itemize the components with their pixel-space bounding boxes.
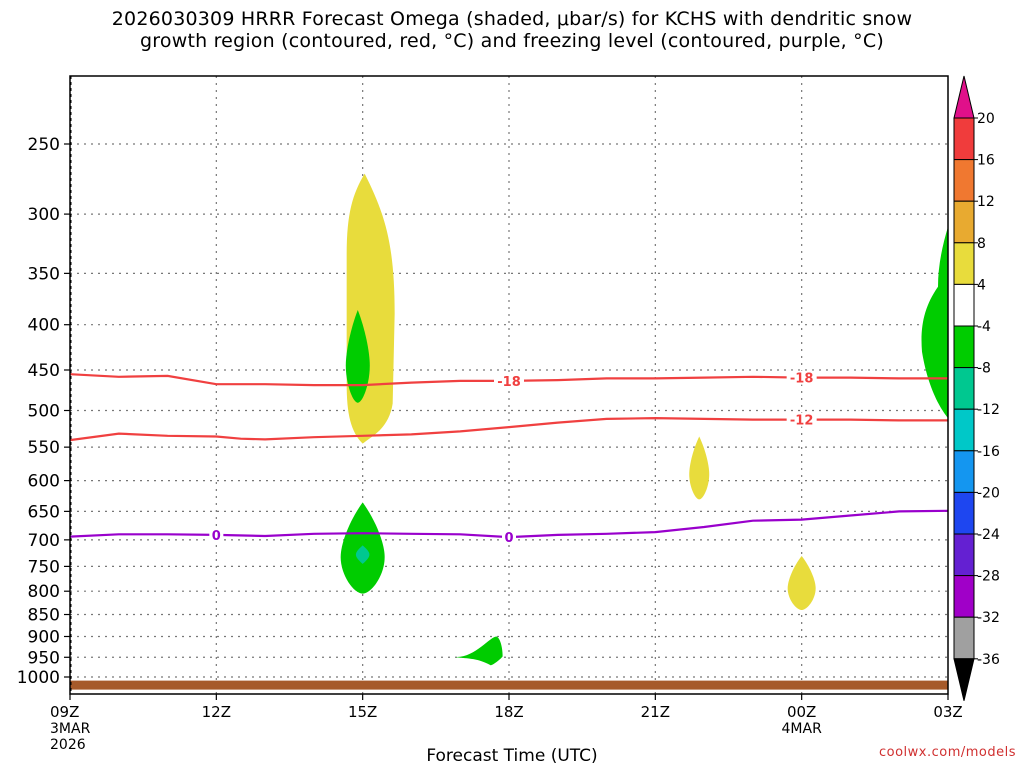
colorbar-label: 16 [977,153,995,169]
colorbar-label: -28 [977,569,1000,585]
y-tick-label: 800 [28,582,60,602]
x-tick-label: 21Z [641,703,670,721]
y-tick-label: 850 [28,606,60,626]
contour-label-bg [786,370,817,385]
colorbar-band [953,616,975,660]
colorbar-band [953,242,975,285]
x-axis-label: Forecast Time (UTC) [426,746,598,766]
x-tick-label: 15Z [348,703,377,721]
colorbar-arrow-bottom [953,658,975,701]
y-tick-label: 250 [28,135,60,155]
contours [69,370,949,545]
omega-shading [340,173,948,666]
y-tick-label: 650 [28,502,60,522]
ground-bar [70,680,948,690]
colorbar-label: 8 [977,236,986,252]
colorbar [953,75,978,701]
colorbar-band [953,200,975,244]
y-tick-label: 450 [28,361,60,381]
contour-label: -18 [790,372,814,387]
colorbar-arrow-top [953,75,975,119]
colorbar-band [953,575,975,618]
x-tick-label: 09Z [50,703,79,721]
colorbar-label: -12 [977,402,1000,418]
title-line-2: growth region (contoured, red, °C) and f… [140,30,884,52]
y-tick-label: 550 [28,438,60,458]
colorbar-label: -4 [977,319,991,335]
colorbar-band [953,450,975,493]
contour-label: 0 [212,529,221,544]
colorbar-band [953,491,975,535]
colorbar-band [953,533,975,577]
title-line-1: 2026030309 HRRR Forecast Omega (shaded, … [111,8,913,30]
colorbar-band [953,325,975,369]
x-axis [69,694,949,700]
contour-label: -18 [497,375,521,390]
contour-label-bg [494,373,524,388]
x-tick-sublabel: 2026 [50,737,86,753]
colorbar-label: 12 [977,194,995,210]
y-tick-label: 300 [28,205,60,225]
y-tick-label: 600 [28,472,60,492]
x-tick-label: 00Z [787,703,816,721]
y-tick-label: 350 [28,264,60,284]
contour-label-bg [209,527,224,542]
colorbar-label: -8 [977,361,991,377]
omega-area [689,436,710,500]
x-tick-sublabel: 3MAR [50,721,91,737]
colorbar-band [953,367,975,410]
omega-area [345,310,370,403]
y-tick-label: 750 [28,557,60,577]
y-tick-label: 700 [28,531,60,551]
contour-label-bg [786,412,817,427]
colorbar-label: -24 [977,527,1000,543]
omega-area [921,226,948,419]
x-tick-label: 03Z [933,703,962,721]
colorbar-band [953,117,975,161]
omega-area [346,173,395,444]
x-tick-label: 18Z [494,703,523,721]
colorbar-label: -20 [977,485,1000,501]
contour-label: 0 [504,531,513,546]
contour-label-bg [502,530,516,545]
contour-label: -12 [790,414,814,429]
colorbar-label: 4 [977,277,986,293]
omega-area [355,545,370,564]
colorbar-label: -36 [977,652,1000,668]
colorbar-label: 20 [977,111,995,127]
colorbar-band [953,408,975,452]
y-axis [64,143,70,678]
y-tick-label: 950 [28,648,60,668]
x-tick-sublabel: 4MAR [782,721,823,737]
omega-area [454,636,503,666]
colorbar-band [953,283,975,327]
y-tick-label: 400 [28,316,60,336]
omega-area [787,556,816,610]
y-tick-label: 900 [28,627,60,647]
credit-text: coolwx.com/models [878,745,1016,760]
colorbar-band [953,159,975,202]
colorbar-label: -32 [977,610,1000,626]
y-tick-label: 1000 [17,668,60,688]
y-tick-label: 500 [28,402,60,422]
x-tick-label: 12Z [202,703,231,721]
colorbar-label: -16 [977,444,1000,460]
chart-title: 2026030309 HRRR Forecast Omega (shaded, … [0,8,1024,52]
